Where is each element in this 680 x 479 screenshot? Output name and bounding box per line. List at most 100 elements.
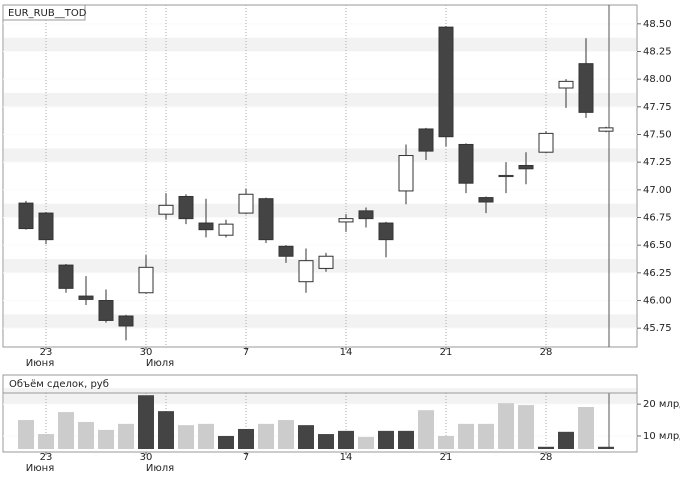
y-tick-label: 47.75 xyxy=(643,102,672,113)
grid-band xyxy=(4,93,636,107)
volume-bar xyxy=(458,423,474,449)
volume-bar xyxy=(78,421,94,449)
candle-body xyxy=(498,174,514,178)
candle-body xyxy=(18,202,34,230)
y-tick-label: 46.50 xyxy=(643,240,672,251)
volume-bar xyxy=(98,429,114,449)
volume-bar xyxy=(378,430,394,449)
volume-bar xyxy=(218,435,234,449)
candle-body xyxy=(378,222,394,241)
y-tick-label: 47.25 xyxy=(643,157,672,168)
candle-body xyxy=(78,295,94,300)
volume-bar xyxy=(398,430,414,449)
candle-body xyxy=(538,132,554,153)
candle-body xyxy=(358,210,374,220)
candle-body xyxy=(338,218,354,223)
candle-body xyxy=(38,212,54,241)
month-label: Июня xyxy=(26,463,54,474)
y-tick-label: 47.50 xyxy=(643,129,672,140)
candle-body xyxy=(98,300,114,321)
x-tick-label: 30 xyxy=(140,452,153,463)
volume-bar xyxy=(338,430,354,449)
volume-bar xyxy=(518,405,534,449)
y-tick-label: 20 млрд xyxy=(643,399,680,410)
volume-bar xyxy=(138,395,154,449)
volume-bar xyxy=(38,434,54,449)
candle-body xyxy=(558,80,574,89)
month-label: Июля xyxy=(146,358,174,369)
y-tick-label: 10 млрд xyxy=(643,431,680,442)
chart-title: EUR_RUB__TOD xyxy=(8,8,87,19)
volume-bar xyxy=(538,446,554,449)
candle-body xyxy=(258,198,274,241)
candle-body xyxy=(398,155,414,192)
x-tick-label: 14 xyxy=(340,452,353,463)
candle-body xyxy=(458,143,474,184)
y-tick-label: 46.25 xyxy=(643,268,672,279)
candle-body xyxy=(318,255,334,269)
volume-bar xyxy=(598,446,614,449)
volume-bar xyxy=(558,431,574,449)
panel xyxy=(2,4,638,348)
candle-body xyxy=(218,223,234,236)
volume-bar xyxy=(438,435,454,449)
volume-bar xyxy=(58,412,74,449)
x-tick-label: 28 xyxy=(540,452,553,463)
x-tick-label: 21 xyxy=(440,452,453,463)
x-tick-label: 7 xyxy=(243,347,249,358)
x-tick-label: 21 xyxy=(440,347,453,358)
volume-bar xyxy=(118,423,134,449)
candle-body xyxy=(438,26,454,138)
candle-body xyxy=(578,63,594,113)
grid-band xyxy=(4,37,636,52)
candle-body xyxy=(298,260,314,283)
volume-bar xyxy=(578,407,594,449)
volume-bar xyxy=(478,423,494,449)
x-tick-label: 7 xyxy=(243,452,249,463)
y-tick-label: 48.50 xyxy=(643,19,672,30)
x-tick-label: 14 xyxy=(340,347,353,358)
volume-bar xyxy=(238,428,254,449)
candle-body xyxy=(58,264,74,289)
panel-title: Объём сделок, руб xyxy=(9,379,109,390)
volume-bar xyxy=(258,423,274,449)
x-tick-label: 28 xyxy=(540,347,553,358)
volume-bar xyxy=(178,425,194,449)
volume-bar xyxy=(18,420,34,449)
candle-body xyxy=(518,164,534,170)
x-tick-label: 23 xyxy=(40,347,53,358)
month-label: Июля xyxy=(146,463,174,474)
candle-body xyxy=(478,197,494,203)
y-tick-label: 46.75 xyxy=(643,213,672,224)
grid-band xyxy=(4,203,636,218)
candle-body xyxy=(598,127,614,132)
volume-bar xyxy=(318,434,334,449)
volume-bar xyxy=(298,425,314,449)
volume-bar xyxy=(278,420,294,449)
volume-bar xyxy=(198,423,214,449)
candle-body xyxy=(178,195,194,220)
candle-body xyxy=(198,222,214,231)
candle-body xyxy=(418,128,434,152)
y-tick-label: 48.25 xyxy=(643,46,672,57)
volume-bar xyxy=(358,436,374,449)
candle-body xyxy=(138,266,154,294)
month-label: Июня xyxy=(26,358,54,369)
grid-band xyxy=(4,148,636,163)
y-tick-label: 47.00 xyxy=(643,185,672,196)
y-tick-label: 46.00 xyxy=(643,296,672,307)
y-tick-label: 45.75 xyxy=(643,323,672,334)
volume-bar xyxy=(158,411,174,449)
x-tick-label: 23 xyxy=(40,452,53,463)
grid-band xyxy=(4,314,636,329)
y-tick-label: 48.00 xyxy=(643,74,672,85)
x-tick-label: 30 xyxy=(140,347,153,358)
title-box xyxy=(2,4,86,21)
volume-bar xyxy=(498,403,514,449)
candle-body xyxy=(158,204,174,215)
candle-body xyxy=(118,315,134,327)
grid-band xyxy=(4,388,636,405)
candle-body xyxy=(278,245,294,257)
candle-body xyxy=(238,193,254,214)
